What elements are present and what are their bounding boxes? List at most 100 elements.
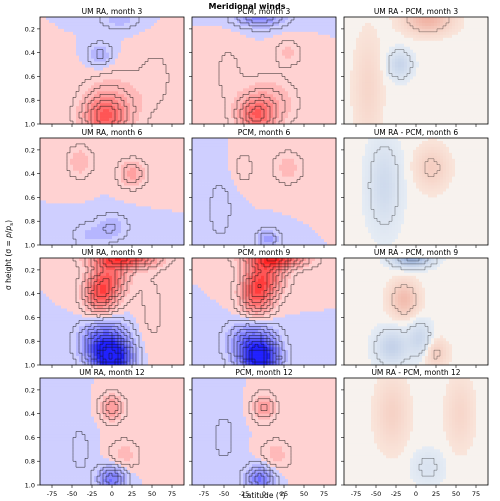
field-cell	[43, 53, 46, 56]
field-cell	[139, 29, 142, 32]
field-cell	[82, 20, 85, 23]
field-cell	[88, 103, 91, 106]
field-cell	[58, 44, 61, 47]
field-cell	[52, 41, 55, 44]
field-cell	[55, 38, 58, 41]
field-cell	[61, 47, 64, 50]
field-cell	[142, 29, 145, 32]
field-cell	[127, 112, 130, 115]
field-cell	[127, 17, 130, 20]
field-cell	[148, 94, 151, 97]
field-cell	[139, 82, 142, 85]
field-cell	[121, 50, 124, 53]
field-cell	[172, 88, 175, 91]
field-cell	[85, 44, 88, 47]
field-cell	[55, 44, 58, 47]
field-cell	[40, 38, 43, 41]
field-cell	[40, 26, 43, 29]
field-cell	[148, 41, 151, 44]
field-cell	[73, 53, 76, 56]
field-cell	[139, 47, 142, 50]
field-cell	[73, 20, 76, 23]
field-cell	[145, 50, 148, 53]
field-cell	[46, 35, 49, 38]
field-cell	[154, 76, 157, 79]
field-cell	[157, 65, 160, 68]
field-cell	[124, 100, 127, 103]
field-cell	[154, 94, 157, 97]
field-cell	[115, 109, 118, 112]
field-cell	[175, 97, 178, 100]
field-cell	[121, 59, 124, 62]
field-cell	[46, 44, 49, 47]
field-cell	[142, 97, 145, 100]
field-cell	[175, 106, 178, 109]
field-cell	[169, 85, 172, 88]
field-cell	[118, 100, 121, 103]
field-cell	[43, 85, 46, 88]
field-cell	[178, 91, 181, 94]
field-cell	[70, 82, 73, 85]
field-cell	[127, 109, 130, 112]
field-cell	[175, 50, 178, 53]
field-cell	[100, 65, 103, 68]
field-cell	[127, 32, 130, 35]
field-cell	[175, 79, 178, 82]
field-cell	[157, 44, 160, 47]
field-cell	[97, 91, 100, 94]
field-cell	[148, 35, 151, 38]
field-cell	[118, 38, 121, 41]
field-cell	[97, 88, 100, 91]
field-cell	[127, 79, 130, 82]
field-cell	[172, 32, 175, 35]
field-cell	[55, 76, 58, 79]
field-cell	[49, 47, 52, 50]
field-cell	[151, 44, 154, 47]
field-cell	[40, 103, 43, 106]
field-cell	[127, 23, 130, 26]
field-cell	[100, 17, 103, 20]
field-cell	[136, 29, 139, 32]
field-cell	[133, 47, 136, 50]
field-cell	[172, 106, 175, 109]
field-cell	[109, 29, 112, 32]
field-cell	[136, 88, 139, 91]
field-cell	[103, 115, 106, 118]
field-cell	[94, 23, 97, 26]
field-cell	[64, 85, 67, 88]
field-cell	[82, 56, 85, 59]
field-cell	[139, 97, 142, 100]
field-cell	[79, 97, 82, 100]
field-cell	[103, 56, 106, 59]
field-cell	[142, 88, 145, 91]
field-cell	[85, 38, 88, 41]
field-cell	[43, 29, 46, 32]
field-cell	[49, 109, 52, 112]
field-cell	[112, 62, 115, 65]
field-cell	[106, 65, 109, 68]
field-cell	[46, 17, 49, 20]
field-cell	[169, 115, 172, 118]
field-cell	[118, 29, 121, 32]
field-cell	[55, 103, 58, 106]
field-cell	[133, 97, 136, 100]
field-cell	[106, 76, 109, 79]
field-cell	[112, 35, 115, 38]
field-cell	[112, 23, 115, 26]
field-cell	[145, 68, 148, 71]
field-cell	[178, 82, 181, 85]
field-cell	[64, 82, 67, 85]
field-cell	[91, 109, 94, 112]
field-cell	[43, 38, 46, 41]
field-cell	[61, 109, 64, 112]
field-cell	[163, 41, 166, 44]
field-cell	[67, 59, 70, 62]
field-cell	[178, 68, 181, 71]
field-cell	[130, 53, 133, 56]
field-cell	[67, 29, 70, 32]
field-cell	[85, 23, 88, 26]
field-cell	[55, 118, 58, 121]
field-cell	[70, 106, 73, 109]
field-cell	[91, 65, 94, 68]
field-cell	[64, 29, 67, 32]
